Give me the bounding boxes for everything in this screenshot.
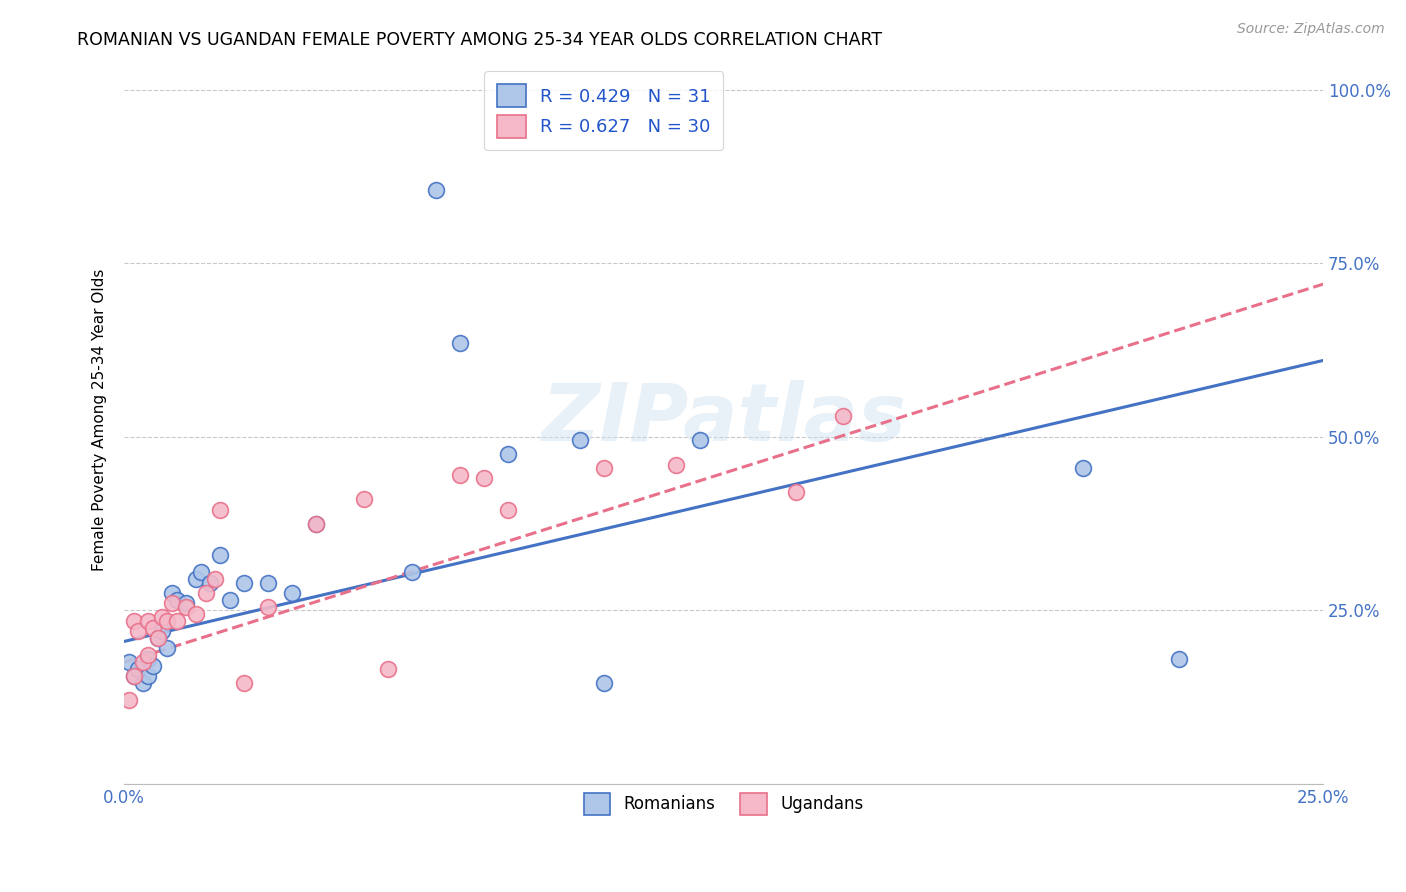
Point xyxy=(150,624,173,638)
Point xyxy=(449,467,471,482)
Point xyxy=(232,676,254,690)
Point xyxy=(166,592,188,607)
Point xyxy=(122,669,145,683)
Point xyxy=(136,669,159,683)
Point xyxy=(218,592,240,607)
Point xyxy=(689,434,711,448)
Point xyxy=(204,572,226,586)
Point xyxy=(592,461,614,475)
Point xyxy=(150,610,173,624)
Point xyxy=(156,614,179,628)
Point xyxy=(832,409,855,423)
Point xyxy=(190,565,212,579)
Point xyxy=(127,662,149,676)
Point xyxy=(176,596,198,610)
Point xyxy=(208,502,231,516)
Legend: Romanians, Ugandans: Romanians, Ugandans xyxy=(572,781,876,826)
Point xyxy=(496,447,519,461)
Text: Source: ZipAtlas.com: Source: ZipAtlas.com xyxy=(1237,22,1385,37)
Point xyxy=(118,655,141,669)
Point xyxy=(184,572,207,586)
Point xyxy=(665,458,688,472)
Point xyxy=(1168,652,1191,666)
Point xyxy=(305,516,328,531)
Point xyxy=(785,485,807,500)
Point xyxy=(353,492,375,507)
Point xyxy=(232,575,254,590)
Point xyxy=(449,336,471,351)
Point xyxy=(257,599,280,614)
Point xyxy=(132,655,155,669)
Point xyxy=(176,599,198,614)
Point xyxy=(122,614,145,628)
Text: ROMANIAN VS UGANDAN FEMALE POVERTY AMONG 25-34 YEAR OLDS CORRELATION CHART: ROMANIAN VS UGANDAN FEMALE POVERTY AMONG… xyxy=(77,31,883,49)
Point xyxy=(142,621,165,635)
Point xyxy=(401,565,423,579)
Point xyxy=(136,614,159,628)
Point xyxy=(496,502,519,516)
Point xyxy=(568,434,591,448)
Point xyxy=(200,575,222,590)
Text: ZIPatlas: ZIPatlas xyxy=(541,380,905,458)
Point xyxy=(305,516,328,531)
Point xyxy=(1071,461,1094,475)
Point xyxy=(142,658,165,673)
Point xyxy=(160,586,183,600)
Point xyxy=(257,575,280,590)
Point xyxy=(592,676,614,690)
Point xyxy=(377,662,399,676)
Point xyxy=(184,607,207,621)
Point xyxy=(156,641,179,656)
Point xyxy=(160,596,183,610)
Point xyxy=(146,631,169,645)
Point xyxy=(472,471,495,485)
Point xyxy=(281,586,304,600)
Point xyxy=(136,652,159,666)
Point xyxy=(146,631,169,645)
Point xyxy=(122,669,145,683)
Point xyxy=(166,614,188,628)
Point xyxy=(425,184,447,198)
Point xyxy=(136,648,159,663)
Point xyxy=(118,693,141,707)
Point xyxy=(127,624,149,638)
Point xyxy=(194,586,217,600)
Point xyxy=(208,548,231,562)
Y-axis label: Female Poverty Among 25-34 Year Olds: Female Poverty Among 25-34 Year Olds xyxy=(93,268,107,571)
Point xyxy=(132,676,155,690)
